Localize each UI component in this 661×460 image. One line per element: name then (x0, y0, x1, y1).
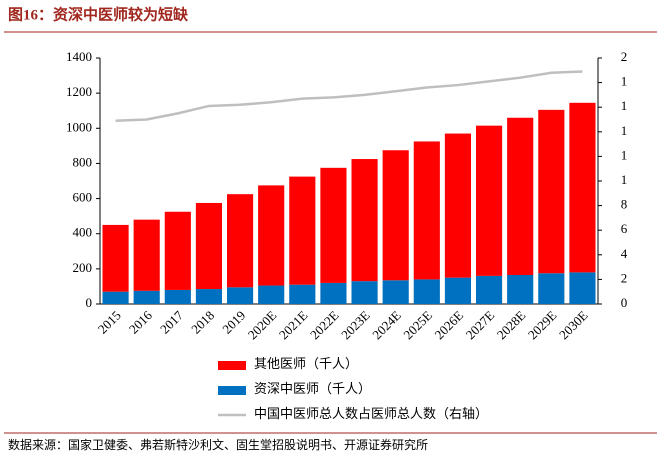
legend-label: 其他医师（千人） (254, 356, 358, 371)
bar (444, 133, 472, 278)
x-tick-label: 2022E (307, 308, 342, 343)
x-tick-label: 2023E (338, 308, 373, 343)
bar (351, 159, 378, 282)
bar (413, 141, 440, 280)
y2-tick-label: 8 (621, 197, 628, 212)
legend-label: 中国中医师总人数占医师总人数（右轴） (254, 406, 488, 421)
bar (195, 289, 223, 304)
bar (538, 273, 565, 304)
legend-swatch (218, 386, 246, 395)
bar (320, 167, 347, 283)
bar (133, 290, 160, 304)
bar (475, 275, 503, 304)
x-tick-label: 2017 (157, 307, 186, 336)
x-tick-label: 2027E (463, 308, 498, 343)
y-tick-label: 1200 (66, 84, 92, 99)
x-tick-label: 2025E (400, 308, 435, 343)
y2-tick-label: 1 (621, 123, 628, 138)
y-tick-label: 1400 (66, 49, 92, 64)
bar (475, 125, 503, 276)
y2-tick-label: 2 (621, 270, 628, 285)
bar (164, 289, 191, 304)
bar (133, 219, 160, 291)
bar (195, 202, 223, 290)
y-tick-label: 200 (73, 260, 93, 275)
y2-tick-label: 1 (621, 74, 628, 89)
bar (569, 272, 596, 304)
x-tick-label: 2016 (126, 307, 155, 336)
bar (382, 280, 409, 304)
bar (507, 117, 534, 276)
bar (444, 277, 472, 304)
x-tick-label: 2015 (95, 308, 124, 337)
y2-tick-label: 0 (621, 295, 628, 310)
bar (413, 279, 440, 304)
x-tick-label: 2024E (369, 308, 404, 343)
bar (320, 282, 347, 304)
x-tick-label: 2018 (188, 308, 217, 337)
bar (507, 275, 534, 304)
y2-tick-label: 4 (621, 246, 628, 261)
bar (226, 194, 254, 288)
y-tick-label: 1000 (66, 119, 92, 134)
x-tick-label: 2026E (432, 308, 467, 343)
y2-tick-label: 6 (621, 221, 628, 236)
x-tick-label: 2030E (556, 308, 591, 343)
bar (258, 285, 285, 304)
y2-tick-label: 1 (621, 172, 628, 187)
x-tick-label: 2028E (494, 308, 529, 343)
bar (258, 185, 285, 286)
x-tick-label: 2029E (525, 308, 560, 343)
bar (569, 102, 596, 273)
legend-swatch (218, 361, 246, 370)
y-tick-label: 400 (73, 225, 93, 240)
bar (102, 291, 129, 304)
x-tick-label: 2021E (276, 308, 311, 343)
bar (382, 150, 409, 281)
y-tick-label: 800 (73, 154, 93, 169)
y2-tick-label: 2 (621, 49, 628, 64)
bar (226, 287, 254, 304)
x-tick-label: 2019 (219, 308, 248, 337)
chart-title: 图16：资深中医师较为短缺 (8, 5, 189, 23)
bar (164, 211, 191, 290)
bar (289, 284, 316, 304)
bar (102, 224, 129, 292)
y2-tick-label: 1 (621, 98, 628, 113)
y-tick-label: 600 (73, 190, 93, 205)
line (115, 70, 583, 122)
bar (538, 109, 565, 274)
legend-label: 资深中医师（千人） (254, 381, 371, 396)
y-tick-label: 0 (86, 295, 93, 310)
bar (289, 176, 316, 285)
bar (351, 281, 378, 304)
x-tick-label: 2020E (245, 308, 280, 343)
source: 数据来源：国家卫健委、弗若斯特沙利文、固生堂招股说明书、开源证券研究所 (8, 437, 428, 452)
y2-tick-label: 1 (621, 147, 628, 162)
